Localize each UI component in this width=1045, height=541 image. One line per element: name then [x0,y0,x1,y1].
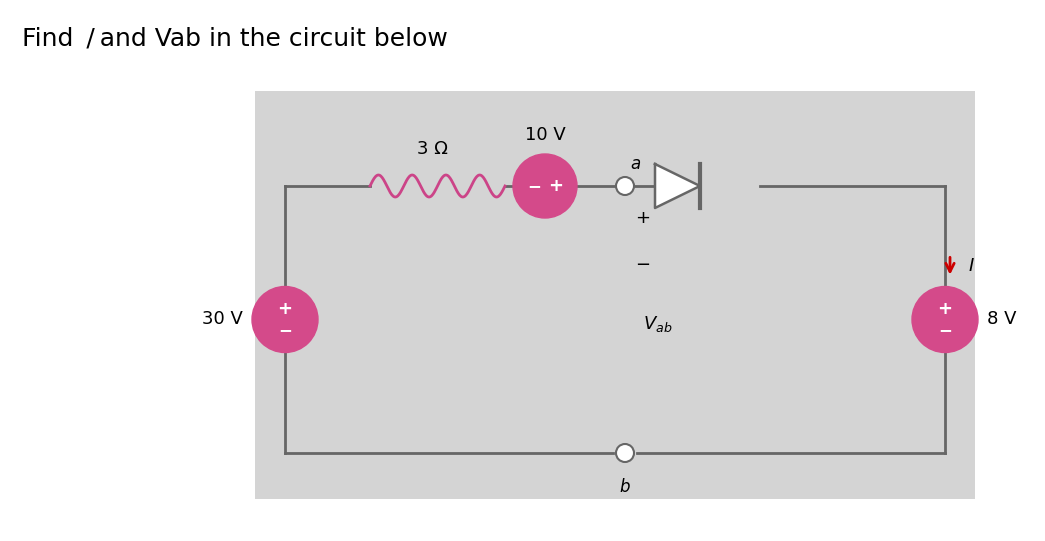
Circle shape [513,154,577,218]
Circle shape [912,287,978,353]
Text: +: + [549,177,563,195]
Text: −: − [635,255,651,274]
Text: +: + [278,300,293,318]
Text: a: a [630,155,641,173]
Circle shape [252,287,318,353]
Circle shape [616,177,634,195]
Text: Find  / and Vab in the circuit below: Find / and Vab in the circuit below [22,26,448,50]
Text: −: − [938,321,952,340]
Text: 10 V: 10 V [525,126,565,144]
Text: $V_{ab}$: $V_{ab}$ [643,314,672,334]
Text: b: b [620,478,630,496]
Polygon shape [655,164,700,208]
Text: −: − [278,321,292,340]
Text: 8 V: 8 V [986,311,1017,328]
Text: $I$: $I$ [968,257,975,275]
Text: 30 V: 30 V [202,311,243,328]
FancyBboxPatch shape [255,91,975,499]
Text: 3 Ω: 3 Ω [417,140,448,158]
Circle shape [616,444,634,462]
Text: +: + [937,300,952,318]
Text: −: − [527,177,541,195]
Text: +: + [635,209,650,227]
